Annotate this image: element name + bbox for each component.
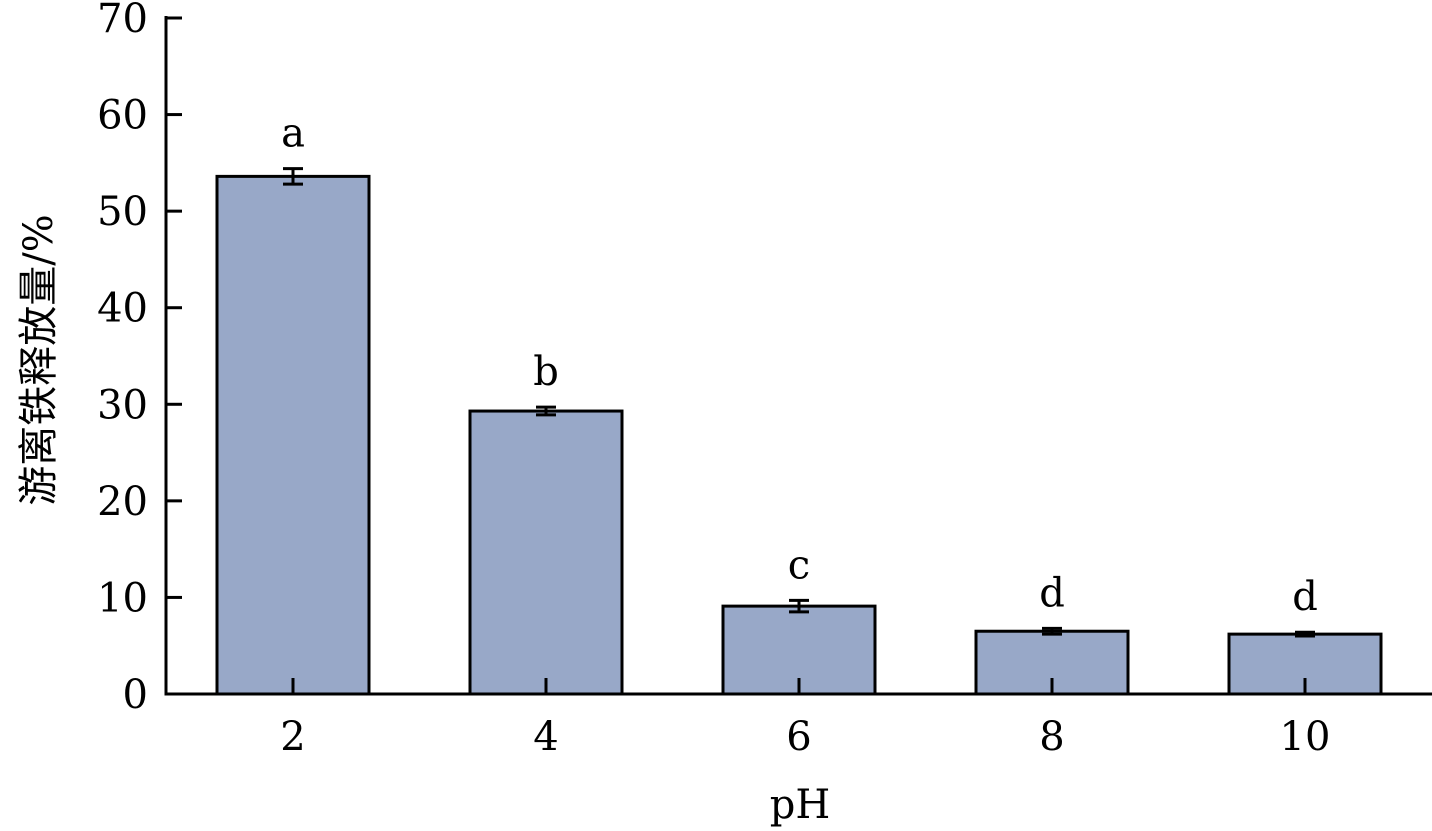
significance-label: a	[281, 111, 305, 157]
y-tick-label: 50	[97, 189, 148, 235]
x-tick-label: 10	[1280, 714, 1331, 760]
y-tick-label: 70	[97, 0, 148, 42]
significance-label: c	[788, 542, 810, 588]
bar	[215, 174, 371, 696]
y-tick-label: 0	[123, 672, 148, 718]
x-tick-label: 4	[533, 714, 558, 760]
y-tick-label: 60	[97, 93, 148, 139]
x-tick-label: 8	[1039, 714, 1064, 760]
bar	[468, 409, 624, 696]
y-axis-label: 游离铁释放量/%	[16, 214, 62, 505]
significance-label: d	[1292, 574, 1318, 620]
significance-label: d	[1039, 570, 1065, 616]
axes-layer: 0 10 20 30 40 50 60 70 2 4 6 8 10	[97, 0, 1432, 760]
x-axis-label: pH	[770, 782, 831, 828]
y-tick-label: 10	[97, 575, 148, 621]
y-tick-label: 40	[97, 286, 148, 332]
y-tick-label: 30	[97, 382, 148, 428]
y-tick-label: 20	[97, 479, 148, 525]
x-tick-label: 6	[786, 714, 811, 760]
significance-label: b	[533, 349, 559, 395]
bars-layer: a b c d d	[215, 111, 1383, 696]
x-tick-label: 2	[280, 714, 305, 760]
